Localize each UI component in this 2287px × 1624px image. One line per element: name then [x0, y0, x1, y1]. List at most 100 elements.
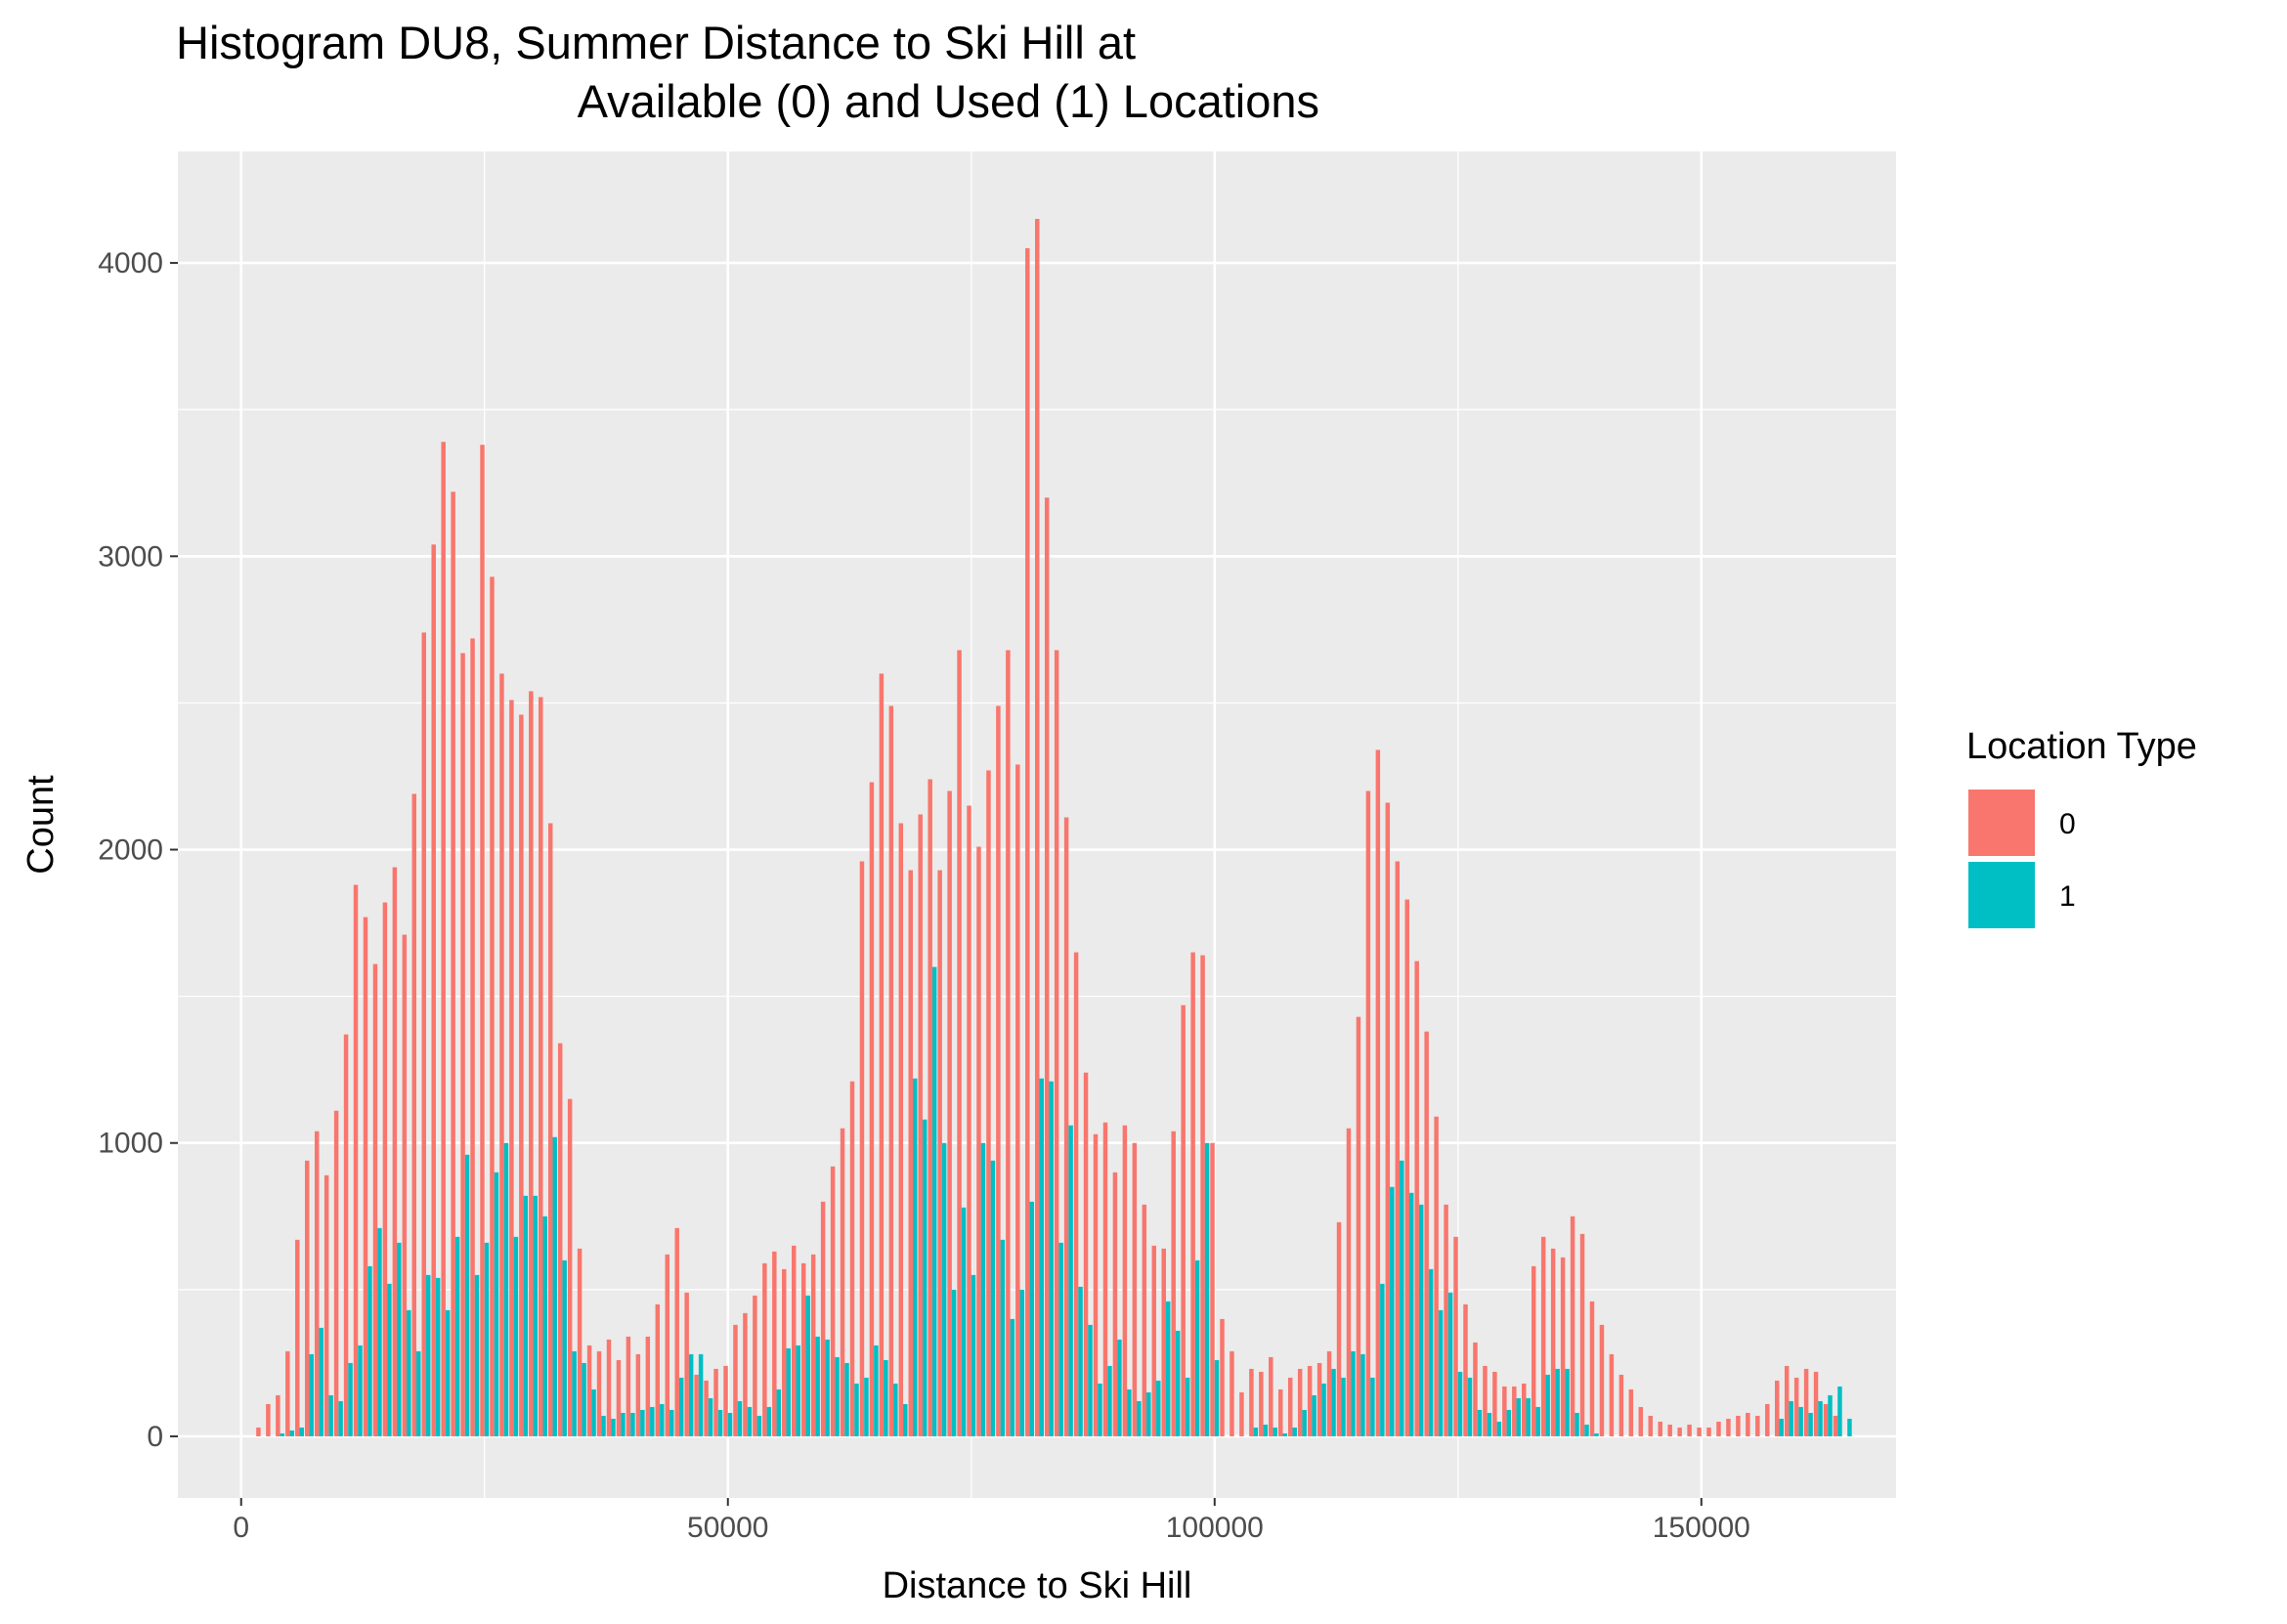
bar-series-0	[1210, 1142, 1215, 1436]
legend-label-0: 0	[2059, 808, 2076, 840]
bar-series-0	[1589, 1301, 1595, 1436]
bar-series-1	[1127, 1389, 1132, 1436]
bar-series-1	[864, 1377, 869, 1436]
bar-series-1	[1185, 1377, 1190, 1436]
bar-series-0	[314, 1131, 320, 1436]
bar-series-0	[1540, 1236, 1546, 1436]
bar-series-0	[684, 1292, 689, 1436]
bar-series-1	[367, 1265, 372, 1436]
bar-series-0	[1297, 1368, 1303, 1436]
bar-series-0	[1618, 1374, 1624, 1436]
bar-series-1	[416, 1350, 421, 1436]
bar-series-0	[1220, 1318, 1225, 1436]
bar-series-0	[1512, 1386, 1517, 1436]
bar-series-1	[513, 1236, 519, 1436]
bar-series-1	[1516, 1397, 1522, 1436]
bar-series-1	[1331, 1368, 1336, 1436]
bar-series-0	[1356, 1016, 1361, 1436]
bar-series-1	[328, 1394, 333, 1436]
bar-series-1	[805, 1295, 810, 1436]
y-tick-label: 2000	[98, 834, 163, 867]
bar-series-0	[499, 673, 504, 1436]
bar-series-0	[830, 1166, 836, 1436]
x-tick-label: 150000	[1653, 1512, 1750, 1544]
bars-series-1	[280, 966, 1852, 1436]
bar-series-1	[1029, 1201, 1035, 1436]
bar-series-0	[1648, 1415, 1653, 1436]
bar-series-0	[333, 1110, 339, 1436]
bar-series-0	[840, 1128, 845, 1436]
bar-series-0	[937, 870, 942, 1436]
bar-series-1	[1837, 1386, 1842, 1436]
bar-series-0	[810, 1254, 816, 1436]
bar-series-0	[1784, 1365, 1790, 1436]
bar-series-0	[1765, 1403, 1770, 1436]
bar-series-1	[1477, 1409, 1483, 1436]
bar-series-1	[737, 1400, 743, 1436]
bar-series-0	[1307, 1365, 1313, 1436]
bar-series-0	[1833, 1415, 1838, 1436]
bar-series-0	[353, 884, 359, 1436]
x-tick-label: 50000	[687, 1512, 768, 1544]
bar-series-1	[1408, 1192, 1414, 1436]
bar-series-0	[1015, 764, 1020, 1436]
legend-title: Location Type	[1966, 726, 2197, 767]
bar-series-1	[621, 1412, 626, 1436]
bar-series-0	[733, 1324, 738, 1436]
bar-series-1	[1098, 1383, 1102, 1436]
bar-series-0	[363, 917, 368, 1436]
bar-series-0	[1502, 1386, 1507, 1436]
bar-series-1	[708, 1397, 713, 1436]
bar-series-0	[451, 491, 455, 1436]
bar-series-0	[1054, 650, 1059, 1436]
bar-series-1	[1428, 1268, 1434, 1436]
bar-series-1	[980, 1142, 986, 1436]
bar-series-1	[1107, 1365, 1112, 1436]
bar-series-1	[669, 1409, 674, 1436]
bar-series-1	[1565, 1368, 1570, 1436]
bar-series-0	[539, 697, 543, 1436]
bar-series-1	[1175, 1330, 1181, 1436]
x-tick-label: 100000	[1166, 1512, 1264, 1544]
bar-series-0	[1316, 1362, 1322, 1436]
bar-series-0	[1697, 1427, 1702, 1436]
bar-series-1	[1273, 1427, 1278, 1436]
bar-series-1	[1341, 1377, 1346, 1436]
chart-title: Histogram DU8, Summer Distance to Ski Hi…	[176, 14, 1319, 131]
bar-series-1	[572, 1350, 577, 1436]
bar-series-0	[256, 1427, 261, 1436]
bar-series-0	[1599, 1324, 1605, 1436]
bar-series-0	[898, 823, 904, 1436]
bar-series-0	[1073, 952, 1079, 1436]
bar-series-1	[1798, 1406, 1803, 1436]
chart-title-line-2: Available (0) and Used (1) Locations	[577, 75, 1319, 127]
bar-series-1	[562, 1260, 567, 1436]
bar-series-1	[990, 1160, 996, 1436]
bar-series-0	[1736, 1415, 1741, 1436]
bar-series-0	[1755, 1415, 1760, 1436]
bar-series-0	[1522, 1383, 1527, 1436]
bar-series-1	[533, 1195, 539, 1436]
bar-series-0	[1151, 1245, 1157, 1436]
bar-series-1	[1049, 1081, 1054, 1436]
bar-series-1	[1438, 1309, 1444, 1436]
bar-series-0	[1025, 248, 1030, 1436]
bar-series-0	[782, 1268, 787, 1436]
bar-series-0	[295, 1239, 300, 1436]
bar-series-0	[1628, 1389, 1634, 1436]
bar-series-1	[474, 1274, 480, 1436]
bar-series-0	[655, 1303, 661, 1436]
bar-series-0	[1365, 791, 1371, 1436]
bar-series-1	[650, 1406, 655, 1436]
bar-series-0	[596, 1350, 602, 1436]
bar-series-0	[1122, 1125, 1128, 1436]
bar-series-0	[1171, 1131, 1176, 1436]
bar-series-1	[542, 1216, 547, 1436]
bar-series-1	[348, 1362, 353, 1436]
bar-series-0	[1035, 219, 1040, 1436]
bar-series-1	[698, 1353, 704, 1436]
bar-series-0	[1346, 1128, 1352, 1436]
bar-series-1	[1594, 1432, 1599, 1436]
bar-series-0	[1677, 1427, 1682, 1436]
bar-series-0	[1609, 1353, 1615, 1436]
